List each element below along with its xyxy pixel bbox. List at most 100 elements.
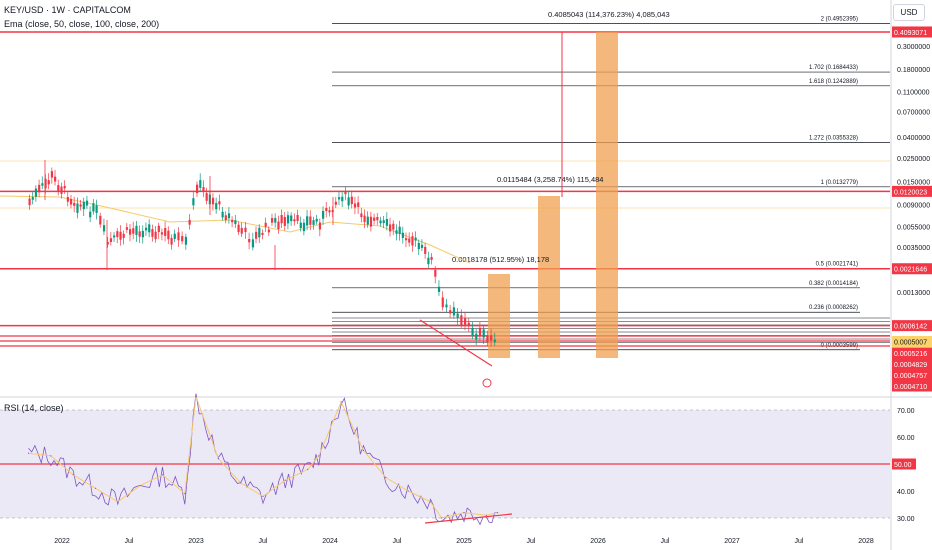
candle-body — [360, 213, 363, 218]
candle-body — [54, 176, 57, 182]
candle-body — [113, 235, 116, 238]
y-tick-label: 0.0400000 — [897, 135, 930, 142]
candle-body — [218, 201, 221, 205]
currency-button[interactable]: USD — [893, 4, 925, 21]
fib-label-6: 0.382 (0.0014184) — [809, 281, 858, 287]
candle-body — [144, 227, 148, 231]
x-tick-label: Jul — [795, 538, 804, 545]
rsi-point — [385, 476, 387, 479]
downtrend-line — [419, 319, 493, 367]
candle-body — [267, 229, 270, 233]
candle-body — [135, 225, 138, 236]
x-tick-label: 2026 — [590, 538, 606, 545]
candle-body — [255, 231, 258, 239]
candle-body — [373, 217, 376, 221]
y-tick-label: 0.1800000 — [897, 67, 930, 74]
candle-body — [116, 231, 119, 238]
rsi-point — [240, 482, 242, 484]
candle-body — [57, 185, 60, 191]
candle-body — [215, 203, 218, 210]
candle-body — [427, 257, 430, 265]
candle-body — [312, 220, 315, 225]
candle-body — [248, 238, 251, 243]
candle-body — [237, 224, 240, 233]
candle-body — [188, 219, 191, 225]
candle-body — [441, 297, 444, 308]
candle-body — [395, 230, 398, 234]
candle-body — [382, 220, 385, 224]
candle-body — [437, 286, 441, 292]
candle-body — [286, 215, 290, 224]
candle-body — [76, 203, 79, 213]
candle-body — [322, 210, 325, 219]
rsi-point — [50, 455, 52, 457]
candle-body — [85, 200, 89, 206]
candle-body — [389, 224, 392, 232]
rsi-point — [161, 474, 164, 476]
rsi-point — [441, 517, 443, 519]
rsi-point — [139, 485, 141, 487]
x-tick-label: Jul — [661, 538, 670, 545]
candle-body — [430, 256, 433, 260]
candle-body — [82, 201, 85, 210]
candle-body — [290, 215, 293, 222]
candle-body — [202, 187, 205, 192]
candle-body — [119, 231, 122, 240]
rsi-point — [362, 449, 365, 452]
red-level-badge-label-7: 0.0004710 — [894, 384, 927, 391]
candle-body — [325, 207, 328, 212]
red-level-badge-label-6: 0.0004757 — [894, 373, 927, 380]
candle-body — [240, 227, 243, 234]
red-level-badge-2 — [892, 263, 932, 275]
x-tick-label: 2022 — [54, 538, 70, 545]
candle-body — [261, 232, 264, 236]
candle-body — [138, 231, 141, 237]
candle-body — [404, 238, 408, 241]
red-level-badge-3 — [892, 320, 932, 332]
chart-title: KEY/USD · 1W · CAPITALCOM — [4, 5, 131, 15]
x-tick-label: 2023 — [188, 538, 204, 545]
projection-box-2 — [538, 196, 560, 358]
candle-body — [192, 198, 195, 206]
rsi-50-label: 50.00 — [894, 462, 912, 469]
rsi-point — [94, 487, 97, 489]
candle-body — [196, 184, 199, 194]
candle-body — [160, 232, 164, 235]
fib-label-3: 1.272 (0.0355328) — [809, 135, 858, 141]
projection-box-1 — [488, 274, 510, 358]
candle-body — [224, 215, 227, 221]
candle-body — [177, 232, 180, 241]
candle-body — [167, 230, 170, 240]
candle-body — [398, 226, 401, 234]
candle-body — [244, 227, 247, 233]
candle-body — [334, 201, 337, 205]
candle-body — [125, 227, 129, 230]
rsi-tick-label: 40.00 — [897, 489, 915, 496]
candle-body — [31, 197, 34, 200]
red-level-badge-label-3: 0.0006142 — [894, 324, 927, 331]
fib-label-0: 2 (0.4952395) — [821, 16, 858, 22]
x-tick-label: Jul — [125, 538, 134, 545]
candle-body — [234, 220, 237, 225]
candle-body — [164, 228, 167, 236]
projection-box-3 — [596, 32, 618, 358]
rsi-point — [27, 452, 30, 454]
candle-body — [44, 178, 47, 189]
x-tick-label: 2028 — [858, 538, 874, 545]
candle-body — [452, 307, 456, 316]
candle-body — [449, 310, 452, 314]
candle-body — [47, 180, 50, 185]
rsi-point — [463, 511, 465, 514]
candle-body — [293, 219, 296, 222]
rsi-point — [184, 493, 186, 495]
y-tick-label: 0.0035000 — [897, 245, 930, 252]
candle-body — [264, 222, 267, 227]
x-tick-label: Jul — [393, 538, 402, 545]
candle-body — [490, 335, 493, 341]
candle-body — [318, 222, 322, 230]
candle-body — [102, 225, 106, 232]
candle-body — [306, 216, 309, 226]
rsi-point — [284, 479, 286, 481]
candle-body — [277, 221, 280, 230]
